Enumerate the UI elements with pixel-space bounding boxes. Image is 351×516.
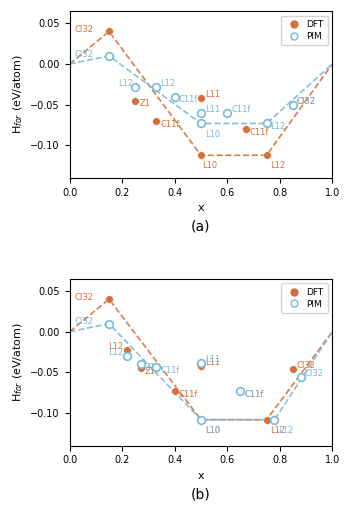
Text: Z1: Z1 <box>139 100 150 108</box>
Text: (b): (b) <box>191 488 211 502</box>
Text: L12: L12 <box>108 348 123 358</box>
Text: CI32: CI32 <box>75 293 94 302</box>
Text: C11f: C11f <box>160 120 180 129</box>
Text: L10: L10 <box>205 426 220 435</box>
Text: C11f: C11f <box>244 390 264 399</box>
Text: L11: L11 <box>205 90 220 100</box>
Text: L12: L12 <box>118 79 133 88</box>
Y-axis label: H$_{for}$ (eV/atom): H$_{for}$ (eV/atom) <box>11 322 25 402</box>
Text: (a): (a) <box>191 220 211 234</box>
Text: Z1: Z1 <box>145 363 155 372</box>
Text: L12: L12 <box>108 342 123 351</box>
Text: L12: L12 <box>271 426 286 435</box>
Text: L10: L10 <box>202 162 217 170</box>
Text: CI32: CI32 <box>297 361 316 370</box>
Text: C11f: C11f <box>179 95 198 104</box>
Text: CI32: CI32 <box>75 25 94 35</box>
Text: C11f: C11f <box>179 390 198 399</box>
Text: Z1: Z1 <box>145 367 155 376</box>
Text: L10: L10 <box>205 426 220 435</box>
X-axis label: x: x <box>198 471 204 481</box>
Text: L11: L11 <box>205 358 220 367</box>
Text: CI32: CI32 <box>75 50 94 59</box>
Text: L12: L12 <box>278 426 293 435</box>
Legend: DFT, PIM: DFT, PIM <box>281 15 328 45</box>
Text: CI32: CI32 <box>297 97 316 106</box>
Text: CI32: CI32 <box>305 369 324 378</box>
Text: C11f: C11f <box>250 128 269 137</box>
Text: L12: L12 <box>160 79 176 88</box>
Legend: DFT, PIM: DFT, PIM <box>281 283 328 313</box>
Text: L12: L12 <box>271 122 286 131</box>
Text: C11f: C11f <box>231 105 251 114</box>
Text: L11: L11 <box>205 355 220 364</box>
Text: C11f: C11f <box>160 365 180 375</box>
Text: L12: L12 <box>271 162 286 170</box>
Y-axis label: H$_{for}$ (eV/atom): H$_{for}$ (eV/atom) <box>11 55 25 135</box>
Text: CI32: CI32 <box>75 317 94 327</box>
X-axis label: x: x <box>198 203 204 213</box>
Text: C11f: C11f <box>244 390 264 399</box>
Text: CI32: CI32 <box>297 97 316 106</box>
Text: L11: L11 <box>205 105 220 114</box>
Text: L10: L10 <box>205 130 220 139</box>
